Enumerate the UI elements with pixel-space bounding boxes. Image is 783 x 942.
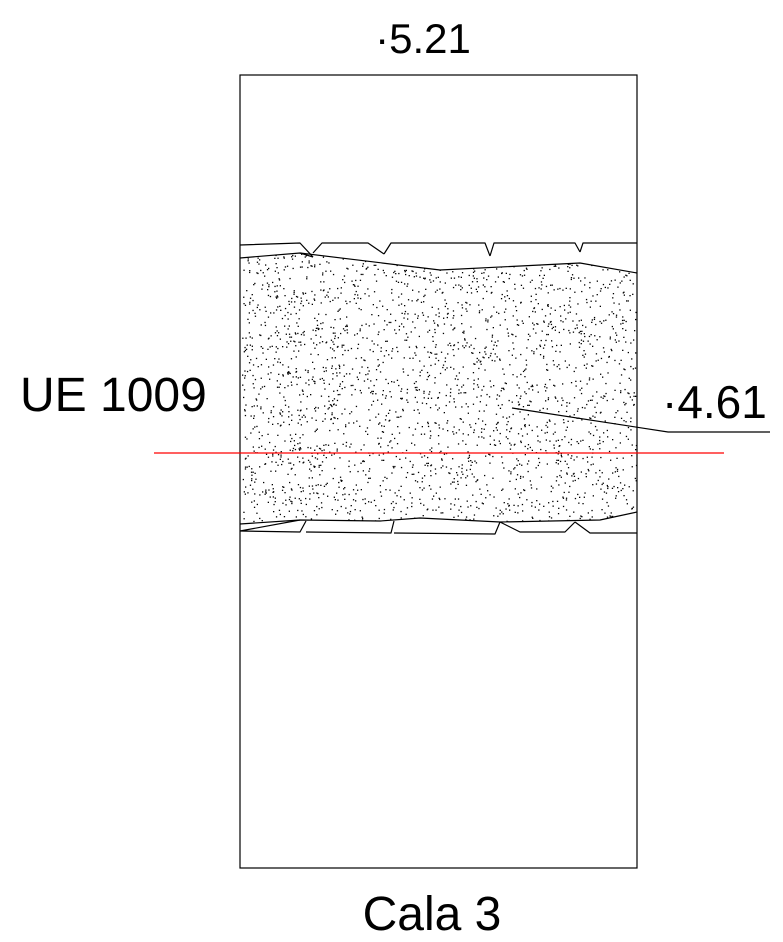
top-elevation-label: ·5.21 [375,15,471,62]
layer-elevation-label: ·4.61 [662,376,767,428]
upper-stone-course [239,242,638,274]
lower-stone-course [239,511,638,535]
layer-stipple-fill [242,253,637,524]
elevation-leader-line [511,407,770,433]
trench-outline [239,74,638,869]
layer-label: UE 1009 [20,369,207,422]
trench-name-label: Cala 3 [363,888,502,941]
